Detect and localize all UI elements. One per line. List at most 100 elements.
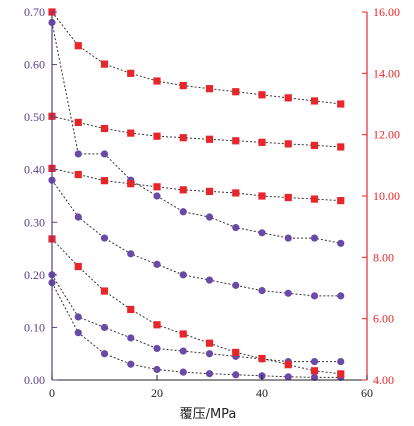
right-series-4-point [310, 367, 319, 375]
right-series-1-point [153, 77, 161, 85]
right-series-2-point [179, 134, 187, 142]
right-series-3-point [232, 189, 240, 197]
left-y-tick-label: 0.50 [24, 110, 45, 124]
x-tick-label: 0 [49, 386, 55, 400]
left-series-2-point [100, 234, 109, 242]
right-series-3-point [153, 183, 161, 191]
left-series-2-point [74, 213, 82, 221]
left-series-2-point [179, 271, 187, 279]
right-series-2-point [337, 143, 345, 151]
x-axis-label: 覆压/MPa [180, 407, 237, 422]
series-lines [51, 11, 341, 378]
right-series-1-point [205, 85, 214, 93]
left-series-2-point [258, 287, 266, 295]
left-series-1-line [51, 22, 341, 244]
left-series-1-point [153, 192, 161, 200]
right-series-2-point [127, 129, 135, 137]
right-series-3-point [205, 187, 214, 195]
right-series-3-point [100, 177, 109, 185]
left-y-tick-label: 0.40 [24, 163, 45, 177]
left-series-4-point [100, 350, 109, 358]
left-series-1-point [310, 234, 319, 242]
right-series-4-point [153, 321, 161, 329]
right-series-4-point [127, 305, 135, 314]
left-series-1-point [337, 239, 345, 247]
left-series-3-point [205, 350, 214, 358]
left-series-2-point [232, 281, 240, 289]
right-series-2-point [100, 124, 109, 133]
right-series-1-point [127, 69, 135, 77]
left-series-4-point [153, 365, 161, 374]
left-series-4-line [51, 282, 341, 378]
left-series-1-point [258, 229, 266, 237]
left-series-3-point [310, 358, 319, 366]
left-series-4-point [310, 373, 319, 381]
right-series-3-point [127, 180, 135, 188]
left-series-2-line [51, 179, 341, 297]
axes: 0 20 40 60 0.00 0.10 0.20 0.30 0.40 0.50 0.60 0.70 4… [24, 5, 400, 400]
left-series-1-point [74, 150, 82, 158]
right-series-3-point [179, 186, 187, 194]
right-series-4-point [179, 330, 187, 338]
right-series-1-point [100, 60, 109, 68]
left-y-tick-label: 0.10 [24, 320, 45, 334]
left-series-2-point [310, 292, 319, 300]
right-series-3-line [51, 167, 341, 202]
right-series-4-point [337, 370, 345, 378]
left-series-2-point [205, 276, 214, 284]
right-series-3-point [74, 170, 82, 179]
right-y-tick-label: 6.00 [373, 312, 394, 326]
series-markers [48, 8, 345, 381]
right-series-2-point [153, 132, 161, 140]
left-series-4-point [127, 360, 135, 368]
left-y-tick-label: 0.70 [24, 5, 45, 19]
left-series-1-point [284, 234, 292, 242]
right-series-4-line [51, 238, 341, 375]
left-series-1-point [179, 208, 187, 216]
right-series-2-point [232, 137, 240, 145]
right-series-2-point [310, 141, 319, 149]
left-series-3-point [153, 344, 161, 353]
left-series-1-point [205, 213, 214, 221]
right-series-1-point [74, 42, 82, 50]
right-y-tick-label: 16.00 [373, 5, 400, 19]
right-series-1-line [51, 11, 341, 105]
left-y-tick-label: 0.00 [24, 373, 45, 387]
left-series-3-line [51, 274, 341, 363]
left-series-4-point [284, 373, 292, 381]
right-series-3-point [310, 195, 319, 203]
left-series-3-point [179, 347, 187, 355]
left-series-3-point [74, 313, 82, 321]
left-series-2-point [153, 260, 161, 268]
right-series-2-point [258, 138, 266, 146]
right-series-2-point [284, 140, 292, 148]
right-series-1-point [179, 82, 187, 90]
left-series-1-point [232, 223, 240, 232]
left-series-2-point [337, 292, 345, 300]
left-series-2-point [284, 289, 292, 297]
left-series-2-point [127, 250, 135, 258]
right-series-2-point [74, 118, 82, 126]
left-series-4-point [74, 329, 82, 337]
right-series-1-point [232, 88, 240, 96]
right-y-tick-label: 12.00 [373, 128, 400, 142]
right-y-tick-label: 4.00 [373, 373, 394, 387]
right-series-1-point [310, 97, 319, 105]
right-series-4-point [205, 339, 214, 347]
right-series-4-point [100, 287, 109, 295]
left-series-4-point [232, 371, 240, 379]
right-series-4-point [74, 262, 82, 271]
left-y-tick-label: 0.30 [24, 215, 45, 229]
x-tick-label: 40 [256, 386, 268, 400]
left-series-3-point [127, 334, 135, 342]
x-tick-label: 60 [361, 386, 373, 400]
right-series-4-point [232, 348, 240, 356]
right-series-2-line [51, 115, 341, 148]
left-series-4-point [205, 370, 214, 378]
right-series-3-point [337, 197, 345, 205]
left-series-1-point [100, 150, 109, 158]
left-y-tick-label: 0.60 [24, 58, 45, 72]
right-series-1-point [337, 100, 345, 108]
left-series-3-point [100, 323, 109, 332]
